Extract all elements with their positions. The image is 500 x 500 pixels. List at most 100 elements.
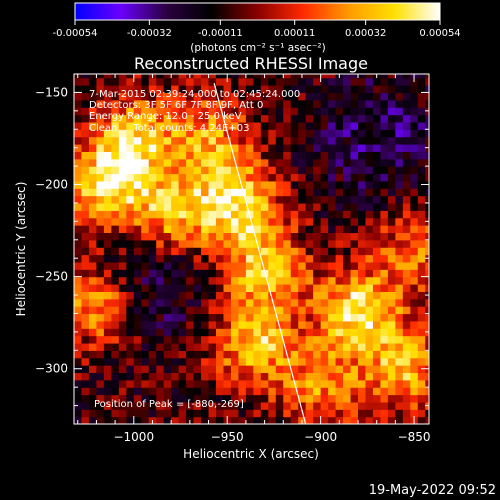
- heatmap-cell: [186, 261, 195, 270]
- heatmap-cell: [201, 298, 210, 307]
- heatmap-cell: [156, 372, 165, 381]
- heatmap-cell: [343, 92, 352, 101]
- heatmap-cell: [328, 195, 337, 204]
- heatmap-cell: [118, 247, 127, 256]
- heatmap-cell: [193, 342, 202, 351]
- heatmap-cell: [193, 298, 202, 307]
- heatmap-cell: [118, 114, 127, 123]
- heatmap-cell: [133, 328, 142, 337]
- heatmap-cell: [328, 276, 337, 285]
- heatmap-cell: [238, 306, 247, 315]
- heatmap-cell: [320, 313, 329, 322]
- heatmap-cell: [305, 298, 314, 307]
- heatmap-cell: [328, 114, 337, 123]
- heatmap-cell: [410, 357, 419, 366]
- heatmap-cell: [343, 291, 352, 300]
- heatmap-cell: [238, 372, 247, 381]
- heatmap-cell: [260, 254, 269, 263]
- heatmap-cell: [343, 409, 352, 418]
- heatmap-cell: [320, 335, 329, 344]
- heatmap-cell: [118, 239, 127, 248]
- heatmap-cell: [163, 195, 172, 204]
- heatmap-cell: [74, 77, 83, 86]
- heatmap-cell: [133, 114, 142, 123]
- heatmap-cell: [141, 372, 150, 381]
- heatmap-cell: [365, 77, 374, 86]
- heatmap-cell: [156, 365, 165, 374]
- heatmap-cell: [111, 144, 120, 152]
- heatmap-cell: [156, 180, 165, 189]
- heatmap-cell: [275, 365, 284, 374]
- heatmap-cell: [245, 85, 254, 94]
- heatmap-cell: [223, 202, 232, 211]
- heatmap-cell: [74, 166, 83, 175]
- heatmap-cell: [283, 387, 292, 396]
- heatmap-cell: [133, 232, 142, 241]
- heatmap-cell: [380, 217, 389, 226]
- heatmap-cell: [283, 202, 292, 211]
- heatmap-cell: [275, 225, 284, 234]
- heatmap-cell: [216, 416, 225, 424]
- heatmap-cell: [96, 107, 105, 116]
- heatmap-cell: [275, 261, 284, 270]
- heatmap-cell: [156, 401, 165, 410]
- heatmap-cell: [133, 306, 142, 315]
- heatmap-cell: [335, 188, 344, 197]
- heatmap-cell: [156, 357, 165, 366]
- heatmap-cell: [201, 158, 210, 167]
- heatmap-cell: [74, 350, 83, 359]
- heatmap-cell: [290, 195, 299, 204]
- heatmap-cell: [290, 350, 299, 359]
- heatmap-cell: [111, 121, 120, 130]
- heatmap-cell: [387, 210, 396, 219]
- heatmap-cell: [245, 173, 254, 182]
- heatmap-cell: [81, 328, 90, 337]
- heatmap-cell: [148, 350, 157, 359]
- heatmap-cell: [201, 232, 210, 241]
- heatmap-cell: [402, 394, 411, 403]
- heatmap-cell: [96, 121, 105, 130]
- heatmap-cell: [208, 365, 217, 374]
- heatmap-cell: [171, 166, 180, 175]
- heatmap-cell: [410, 298, 419, 307]
- heatmap-cell: [260, 195, 269, 204]
- heatmap-cell: [163, 77, 172, 86]
- heatmap-cell: [328, 202, 337, 211]
- y-tick-label: −250: [35, 270, 68, 284]
- heatmap-cell: [283, 210, 292, 219]
- heatmap-cell: [126, 92, 135, 101]
- heatmap-cell: [365, 365, 374, 374]
- heatmap-cell: [111, 298, 120, 307]
- heatmap-cell: [118, 107, 127, 116]
- heatmap-cell: [275, 85, 284, 94]
- heatmap-cell: [283, 144, 292, 152]
- heatmap-cell: [171, 188, 180, 197]
- heatmap-cell: [365, 173, 374, 182]
- heatmap-cell: [88, 269, 98, 278]
- heatmap-cell: [201, 342, 210, 351]
- heatmap-cell: [186, 379, 195, 388]
- heatmap-cell: [193, 394, 202, 403]
- heatmap-cell: [186, 239, 195, 248]
- x-tick-label: −1000: [113, 430, 154, 444]
- heatmap-cell: [141, 210, 150, 219]
- heatmap-cell: [343, 217, 352, 226]
- heatmap-cell: [118, 313, 127, 322]
- heatmap-cell: [208, 173, 217, 182]
- heatmap-cell: [103, 357, 112, 366]
- heatmap-cell: [133, 85, 142, 94]
- heatmap-cell: [216, 306, 225, 315]
- heatmap-cell: [320, 254, 329, 263]
- heatmap-cell: [410, 247, 419, 256]
- heatmap-cell: [238, 379, 247, 388]
- heatmap-cell: [328, 387, 337, 396]
- heatmap-cell: [141, 239, 150, 248]
- heatmap-cell: [290, 372, 299, 381]
- heatmap-cell: [305, 342, 314, 351]
- heatmap-cell: [156, 144, 165, 152]
- heatmap-cell: [268, 284, 277, 292]
- heatmap-cell: [387, 269, 396, 278]
- heatmap-cell: [402, 247, 411, 256]
- heatmap-cell: [410, 291, 419, 300]
- heatmap-cell: [96, 158, 105, 167]
